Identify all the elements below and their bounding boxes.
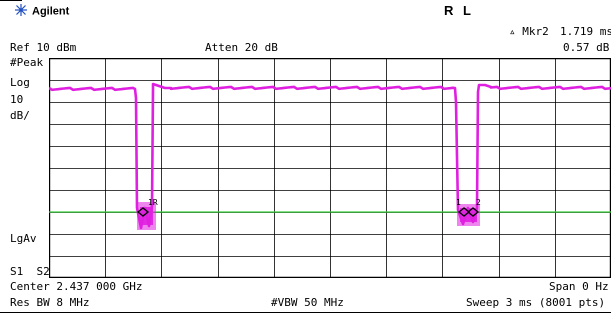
signal-trace [49,82,611,230]
center-frequency: Center 2.437 000 GHz [10,280,143,293]
marker-2-icon: 1 2 [456,198,481,217]
vbw-readout: #VBW 50 MHz [271,296,344,309]
svg-text:1: 1 [456,198,461,207]
marker-table-strip [0,312,611,320]
agilent-logo: Agilent [14,4,69,19]
corner-rule [0,0,22,1]
res-bw-readout: Res BW 8 MHz [10,296,90,309]
marker-1-icon: 1R [136,198,158,217]
scale-type: Log [10,76,30,89]
marker-label: ▵ Mkr2 [509,25,549,38]
scale-value: 10 [10,93,24,106]
remote-local-indicator: R L [444,3,474,18]
burst-noise-2 [457,204,480,226]
svg-text:1R: 1R [148,198,158,207]
graticule [49,58,611,278]
agilent-spark-icon [14,4,28,19]
sweep-flags: S1 S2 [10,265,50,278]
detector-mode: #Peak [10,56,44,69]
average-indicator: LgAv [10,232,37,245]
scale-unit: dB/ [10,109,30,122]
span-readout: Span 0 Hz [549,280,609,293]
attenuation-readout: Atten 20 dB [205,41,278,54]
brand-name: Agilent [32,5,70,18]
spectrum-plot-area: 1R 1 2 [49,58,611,278]
sweep-readout: Sweep 3 ms (8001 pts) [466,296,606,309]
marker-table-rule [0,312,611,313]
ref-level-readout: Ref 10 dBm [10,41,77,54]
marker-time-readout: 1.719 ms [560,25,611,38]
marker-amplitude-readout: 0.57 dB [563,41,610,54]
svg-text:2: 2 [476,198,481,207]
